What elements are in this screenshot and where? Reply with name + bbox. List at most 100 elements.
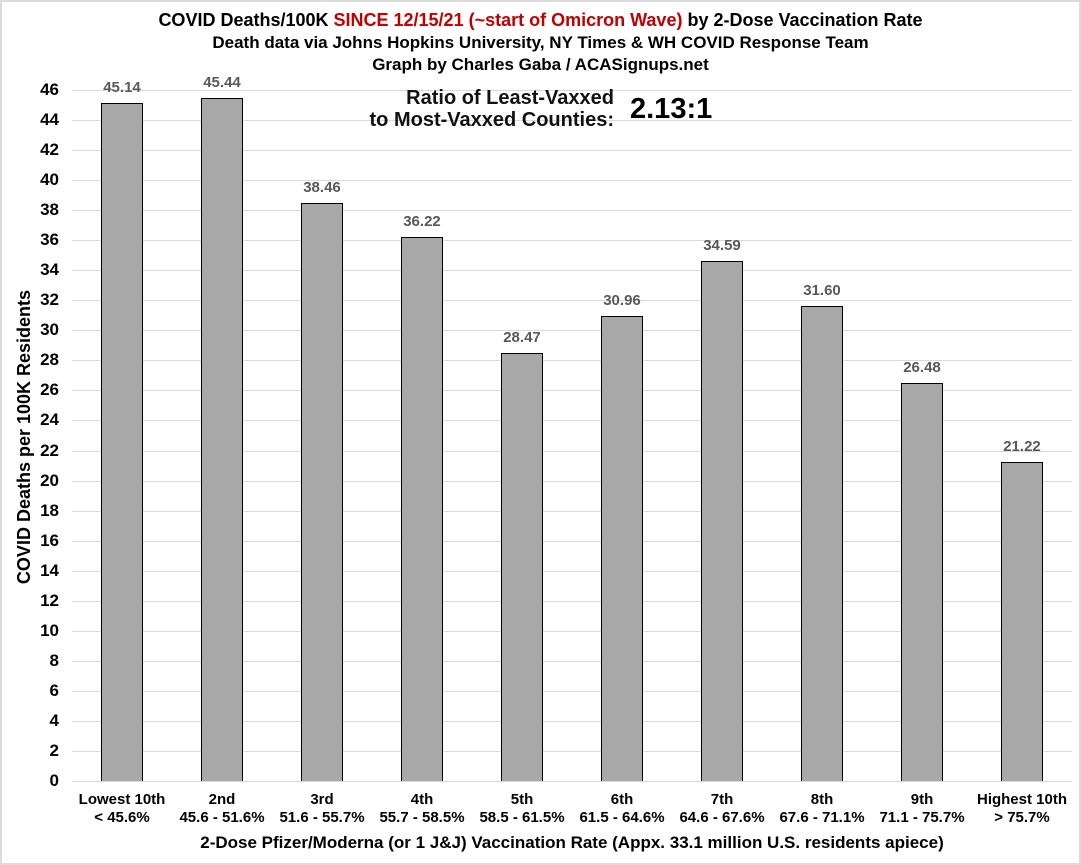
y-tick-label-42: 42 — [40, 140, 59, 160]
y-tick-label-20: 20 — [40, 470, 59, 490]
y-tick-label-4: 4 — [49, 710, 59, 730]
bar-highest-10th[interactable] — [1001, 462, 1043, 781]
y-tick-label-12: 12 — [40, 590, 59, 610]
chart-title-block: COVID Deaths/100K SINCE 12/15/21 (~start… — [2, 9, 1079, 76]
bar-2nd[interactable] — [201, 98, 243, 781]
bar-6th[interactable] — [601, 315, 643, 781]
x-category-label: 4th 55.7 - 58.5% — [370, 791, 474, 827]
x-category-label: 7th 64.6 - 67.6% — [670, 791, 774, 827]
x-category-decile: 9th — [910, 791, 934, 808]
gridline-y-16 — [72, 540, 1072, 542]
gridline-y-34 — [72, 270, 1072, 272]
y-axis-title: COVID Deaths per 100K Residents — [14, 289, 34, 585]
gridline-y-4 — [72, 720, 1072, 722]
x-category-decile: 5th — [510, 791, 534, 808]
y-tick-label-0: 0 — [49, 771, 59, 790]
x-category-decile: 4th — [410, 791, 434, 808]
x-category-range: 67.6 - 71.1% — [779, 809, 865, 826]
bar-value-label: 45.44 — [203, 74, 241, 92]
y-tick-label-8: 8 — [49, 650, 59, 670]
x-category-decile: 6th — [610, 791, 634, 808]
bar-3rd[interactable] — [301, 203, 343, 781]
gridline-y-10 — [72, 630, 1072, 632]
bar-8th[interactable] — [801, 306, 843, 781]
ratio-annotation-label: Ratio of Least-Vaxxed to Most-Vaxxed Cou… — [322, 87, 614, 131]
x-category-decile: 2nd — [208, 791, 236, 808]
x-category-label: 9th 71.1 - 75.7% — [870, 791, 974, 827]
bar-value-label: 34.59 — [703, 237, 741, 255]
x-category-decile: Highest 10th — [976, 791, 1067, 808]
y-tick-label-40: 40 — [40, 170, 59, 190]
x-category-label: Highest 10th > 75.7% — [970, 791, 1074, 827]
x-category-range: 64.6 - 67.6% — [679, 809, 765, 826]
y-tick-label-6: 6 — [49, 680, 59, 700]
x-category-range: < 45.6% — [94, 809, 150, 826]
x-category-decile: 3rd — [310, 791, 334, 808]
x-category-decile: 7th — [710, 791, 734, 808]
gridline-y-28 — [72, 360, 1072, 362]
ratio-annotation-label-line1: Ratio of Least-Vaxxed — [406, 87, 614, 109]
gridline-y-22 — [72, 450, 1072, 452]
gridline-y-36 — [72, 240, 1072, 242]
gridline-y-32 — [72, 300, 1072, 302]
x-category-label: 6th 61.5 - 64.6% — [570, 791, 674, 827]
y-tick-label-32: 32 — [40, 290, 59, 310]
y-tick-label-26: 26 — [40, 380, 59, 400]
y-tick-label-38: 38 — [40, 200, 59, 220]
bar-value-label: 31.60 — [803, 282, 841, 300]
gridline-y-2 — [72, 750, 1072, 752]
gridline-y-18 — [72, 510, 1072, 512]
bar-4th[interactable] — [401, 236, 443, 781]
x-category-label: 8th 67.6 - 71.1% — [770, 791, 874, 827]
chart-title-part3: by 2-Dose Vaccination Rate — [682, 10, 923, 30]
gridline-y-42 — [72, 150, 1072, 152]
ratio-annotation-value: 2.13:1 — [630, 92, 713, 125]
bar-9th[interactable] — [901, 383, 943, 781]
chart-title: COVID Deaths/100K SINCE 12/15/21 (~start… — [2, 9, 1079, 32]
x-category-range: 58.5 - 61.5% — [479, 809, 565, 826]
y-tick-label-2: 2 — [49, 740, 59, 760]
gridline-y-26 — [72, 390, 1072, 392]
bar-value-label: 21.22 — [1003, 438, 1041, 456]
bar-value-label: 30.96 — [603, 291, 641, 309]
bar-7th[interactable] — [701, 261, 743, 781]
gridline-y-30 — [72, 330, 1072, 332]
bar-value-label: 36.22 — [403, 212, 441, 230]
bar-5th[interactable] — [501, 353, 543, 781]
x-category-range: 55.7 - 58.5% — [379, 809, 465, 826]
x-category-label: 5th 58.5 - 61.5% — [470, 791, 574, 827]
chart-title-part1: COVID Deaths/100K — [158, 10, 334, 30]
chart-subtitle-sources: Death data via Johns Hopkins University,… — [212, 33, 869, 52]
y-tick-label-14: 14 — [40, 560, 59, 580]
bar-value-label: 38.46 — [303, 179, 341, 197]
gridline-y-40 — [72, 180, 1072, 182]
gridline-y-24 — [72, 420, 1072, 422]
y-tick-label-46: 46 — [40, 80, 59, 99]
x-category-range: 71.1 - 75.7% — [879, 809, 965, 826]
gridline-y-20 — [72, 480, 1072, 482]
bar-lowest-10th[interactable] — [101, 102, 143, 781]
y-tick-label-34: 34 — [40, 260, 59, 280]
x-category-range: 61.5 - 64.6% — [579, 809, 665, 826]
y-tick-label-22: 22 — [40, 440, 59, 460]
ratio-annotation: Ratio of Least-Vaxxed to Most-Vaxxed Cou… — [322, 87, 713, 131]
y-tick-label-16: 16 — [40, 530, 59, 550]
y-tick-label-30: 30 — [40, 320, 59, 340]
gridline-y-6 — [72, 690, 1072, 692]
y-tick-label-28: 28 — [40, 350, 59, 370]
y-tick-label-24: 24 — [40, 410, 59, 430]
x-category-decile: Lowest 10th — [78, 791, 166, 808]
y-tick-label-36: 36 — [40, 230, 59, 250]
x-category-range: > 75.7% — [994, 809, 1050, 826]
bar-value-label: 45.14 — [103, 78, 141, 96]
gridline-y-38 — [72, 210, 1072, 212]
x-category-range: 45.6 - 51.6% — [179, 809, 265, 826]
gridline-y-8 — [72, 660, 1072, 662]
y-tick-label-44: 44 — [40, 110, 59, 130]
y-tick-label-18: 18 — [40, 500, 59, 520]
x-category-decile: 8th — [810, 791, 834, 808]
gridline-y-12 — [72, 600, 1072, 602]
bar-value-label: 26.48 — [903, 359, 941, 377]
x-axis-title: 2-Dose Pfizer/Moderna (or 1 J&J) Vaccina… — [200, 833, 944, 852]
